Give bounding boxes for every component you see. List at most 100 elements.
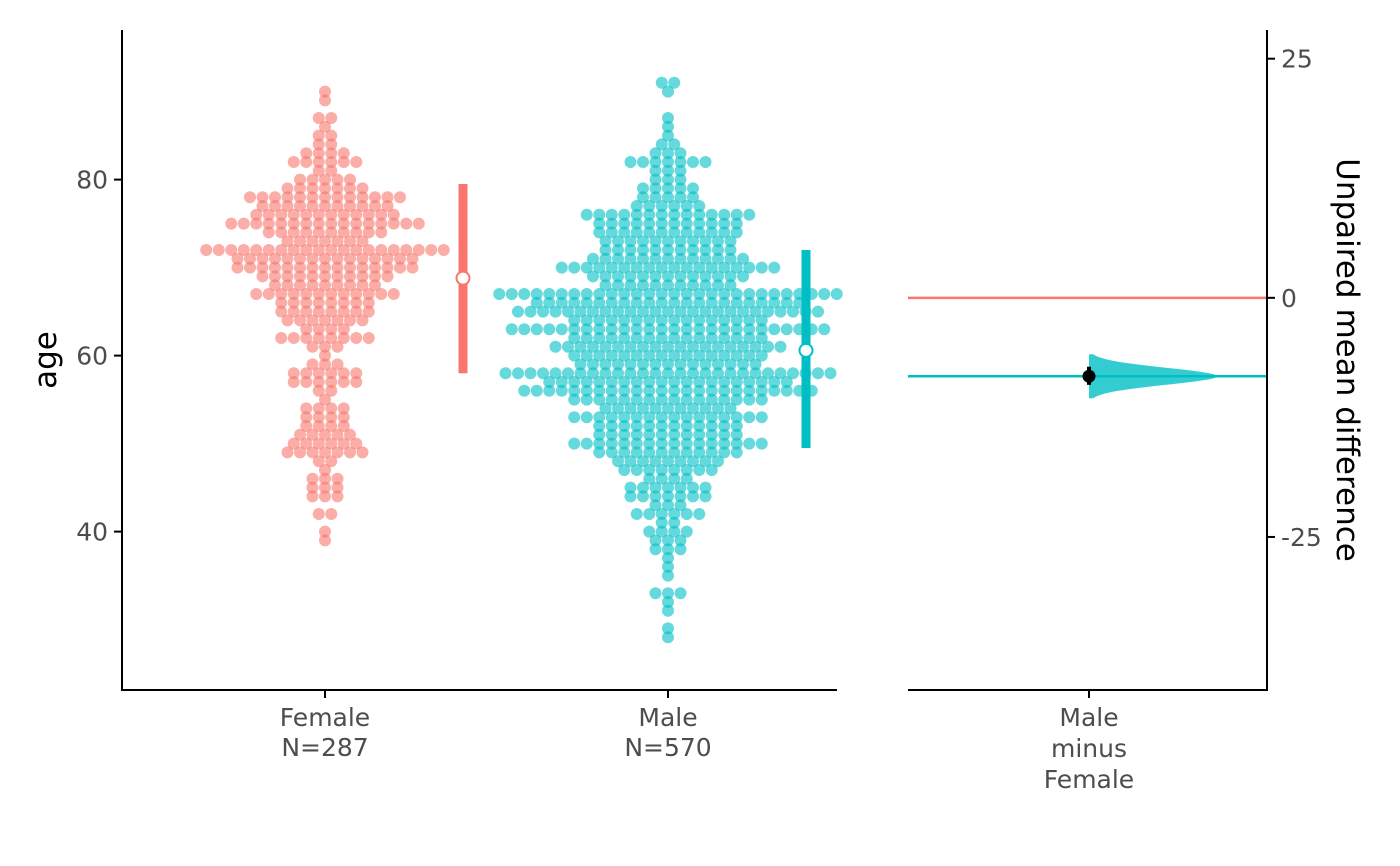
swarm-point-female — [225, 217, 238, 230]
swarm-point-male — [730, 411, 743, 424]
swarm-point-male — [593, 323, 606, 336]
swarm-point-male — [693, 332, 706, 344]
swarm-point-female — [287, 367, 300, 380]
swarm-point-female — [256, 200, 269, 212]
swarm-point-male — [630, 288, 643, 300]
swarm-point-female — [412, 244, 425, 256]
swarm-point-male — [674, 182, 687, 195]
swarm-point-male — [787, 305, 799, 318]
swarm-point-male — [705, 288, 718, 300]
swarm-point-male — [705, 332, 718, 344]
swarm-point-female — [325, 156, 338, 168]
swarm-point-female — [362, 217, 375, 230]
swarm-point-female — [331, 490, 344, 503]
swarm-point-male — [637, 481, 649, 494]
swarm-point-male — [655, 76, 668, 89]
swarm-point-male — [668, 376, 681, 388]
swarm-point-male — [649, 156, 662, 168]
swarm-point-female — [381, 252, 394, 265]
swarm-point-male — [687, 156, 699, 168]
swarm-point-female — [319, 94, 331, 107]
swarm-point-female — [356, 314, 369, 327]
swarm-point-male — [762, 367, 774, 380]
swarm-point-female — [319, 472, 331, 485]
swarm-point-male — [680, 349, 693, 362]
swarm-point-male — [630, 261, 643, 274]
swarm-point-female — [319, 279, 331, 292]
swarm-point-female — [306, 340, 319, 353]
swarm-point-female — [250, 288, 263, 300]
swarm-point-male — [718, 314, 731, 327]
swarm-point-male — [687, 490, 699, 503]
swarm-point-male — [630, 200, 643, 212]
swarm-point-female — [369, 261, 381, 274]
swarm-point-female — [356, 252, 369, 265]
swarm-point-male — [699, 340, 712, 353]
swarm-point-male — [593, 349, 606, 362]
swarm-point-female — [312, 208, 325, 221]
swarm-point-male — [587, 340, 599, 353]
swarm-point-male — [662, 156, 674, 168]
swarm-point-female — [300, 332, 313, 344]
swarm-point-female — [306, 472, 319, 485]
swarm-point-female — [250, 244, 263, 256]
swarm-point-male — [730, 437, 743, 450]
swarm-point-female — [281, 270, 294, 283]
swarm-point-male — [593, 226, 606, 239]
swarm-point-male — [618, 428, 631, 441]
swarm-point-male — [612, 279, 624, 292]
comparison-label-line: Female — [1044, 765, 1134, 794]
left-y-axis-title: age — [28, 331, 64, 389]
swarm-point-male — [662, 358, 674, 371]
swarm-point-male — [593, 296, 606, 309]
swarm-point-male — [605, 288, 618, 300]
swarm-point-male — [655, 446, 668, 459]
swarm-point-male — [643, 428, 656, 441]
swarm-point-female — [256, 261, 269, 274]
swarm-point-male — [680, 464, 693, 476]
swarm-point-male — [643, 446, 656, 459]
swarm-point-male — [724, 235, 737, 248]
swarm-point-male — [705, 323, 718, 336]
swarm-point-male — [649, 270, 662, 283]
swarm-point-male — [718, 323, 731, 336]
swarm-point-female — [231, 261, 244, 274]
x-tick-label-male: Male — [638, 703, 697, 732]
swarm-point-female — [381, 270, 394, 283]
y-tick-label: 80 — [76, 166, 108, 195]
swarm-point-male — [574, 340, 587, 353]
swarm-point-male — [630, 296, 643, 309]
swarm-point-female — [319, 446, 331, 459]
swarm-point-male — [755, 288, 768, 300]
swarm-point-male — [749, 367, 762, 380]
swarm-point-male — [637, 358, 649, 371]
swarm-point-female — [337, 437, 350, 450]
swarm-point-male — [649, 340, 662, 353]
swarm-point-male — [580, 393, 593, 406]
swarm-point-male — [749, 358, 762, 371]
swarm-point-female — [319, 261, 331, 274]
swarm-point-male — [543, 384, 556, 397]
swarm-point-female — [337, 420, 350, 432]
swarm-point-male — [599, 235, 612, 248]
swarm-point-female — [312, 112, 325, 124]
swarm-point-male — [630, 323, 643, 336]
swarm-point-female — [294, 191, 306, 204]
swarm-point-male — [693, 314, 706, 327]
swarm-point-male — [643, 226, 656, 239]
swarm-point-female — [350, 437, 363, 450]
swarm-point-male — [680, 428, 693, 441]
swarm-point-male — [718, 376, 731, 388]
swarm-point-male — [705, 420, 718, 432]
swarm-point-male — [612, 270, 624, 283]
swarm-point-male — [543, 296, 556, 309]
swarm-point-female — [319, 464, 331, 476]
swarm-point-male — [674, 499, 687, 512]
swarm-point-female — [306, 270, 319, 283]
swarm-point-male — [705, 208, 718, 221]
swarm-point-female — [319, 534, 331, 547]
swarm-point-male — [624, 455, 637, 468]
swarm-point-female — [325, 332, 338, 344]
swarm-point-male — [630, 508, 643, 520]
swarm-point-female — [319, 173, 331, 186]
